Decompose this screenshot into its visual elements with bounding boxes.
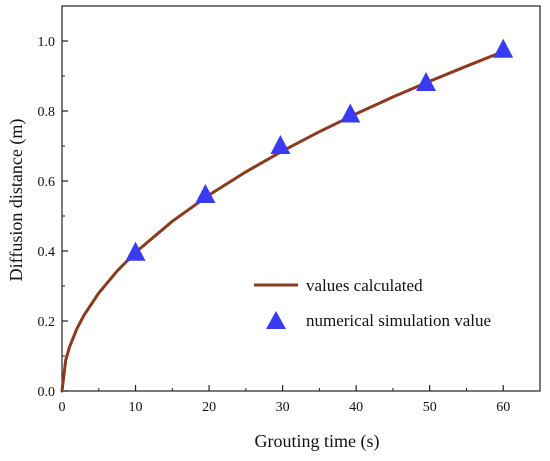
y-axis-ticks: 0.0 0.2 0.4 0.6 0.8 1.0 xyxy=(38,5,68,400)
series-layer xyxy=(60,38,514,393)
x-axis-title: Grouting time (s) xyxy=(255,431,380,452)
x-tick-label: 0 xyxy=(59,400,66,415)
simulation-point xyxy=(270,135,291,154)
y-axis-title: Diffusion distance (m) xyxy=(6,119,27,282)
x-tick-label: 50 xyxy=(423,400,437,415)
legend-label-numerical-simulation: numerical simulation value xyxy=(306,311,491,330)
simulation-point xyxy=(195,184,216,203)
plot-area-border xyxy=(61,5,541,392)
y-tick-label: 0.8 xyxy=(38,105,56,120)
simulation-point xyxy=(340,103,361,123)
x-tick-label: 60 xyxy=(496,400,510,415)
calculated-values-line xyxy=(60,50,505,393)
y-tick-label: 0.2 xyxy=(38,315,56,330)
x-axis-ticks: 0 10 20 30 40 50 60 xyxy=(59,385,510,415)
x-tick-label: 30 xyxy=(276,400,290,415)
simulation-point xyxy=(416,72,437,91)
simulation-point xyxy=(493,38,514,58)
x-tick-label: 40 xyxy=(349,400,363,415)
simulation-point xyxy=(125,241,146,261)
y-tick-label: 1.0 xyxy=(38,35,56,50)
y-tick-label: 0.0 xyxy=(38,385,56,400)
x-tick-label: 20 xyxy=(202,400,216,415)
plot-frame xyxy=(61,5,541,392)
y-tick-label: 0.4 xyxy=(38,245,56,260)
legend: values calculated numerical simulation v… xyxy=(254,276,491,330)
y-tick-label: 0.6 xyxy=(38,175,56,190)
x-tick-label: 10 xyxy=(129,400,143,415)
legend-triangle-marker xyxy=(266,311,286,329)
legend-label-values-calculated: values calculated xyxy=(306,276,423,295)
